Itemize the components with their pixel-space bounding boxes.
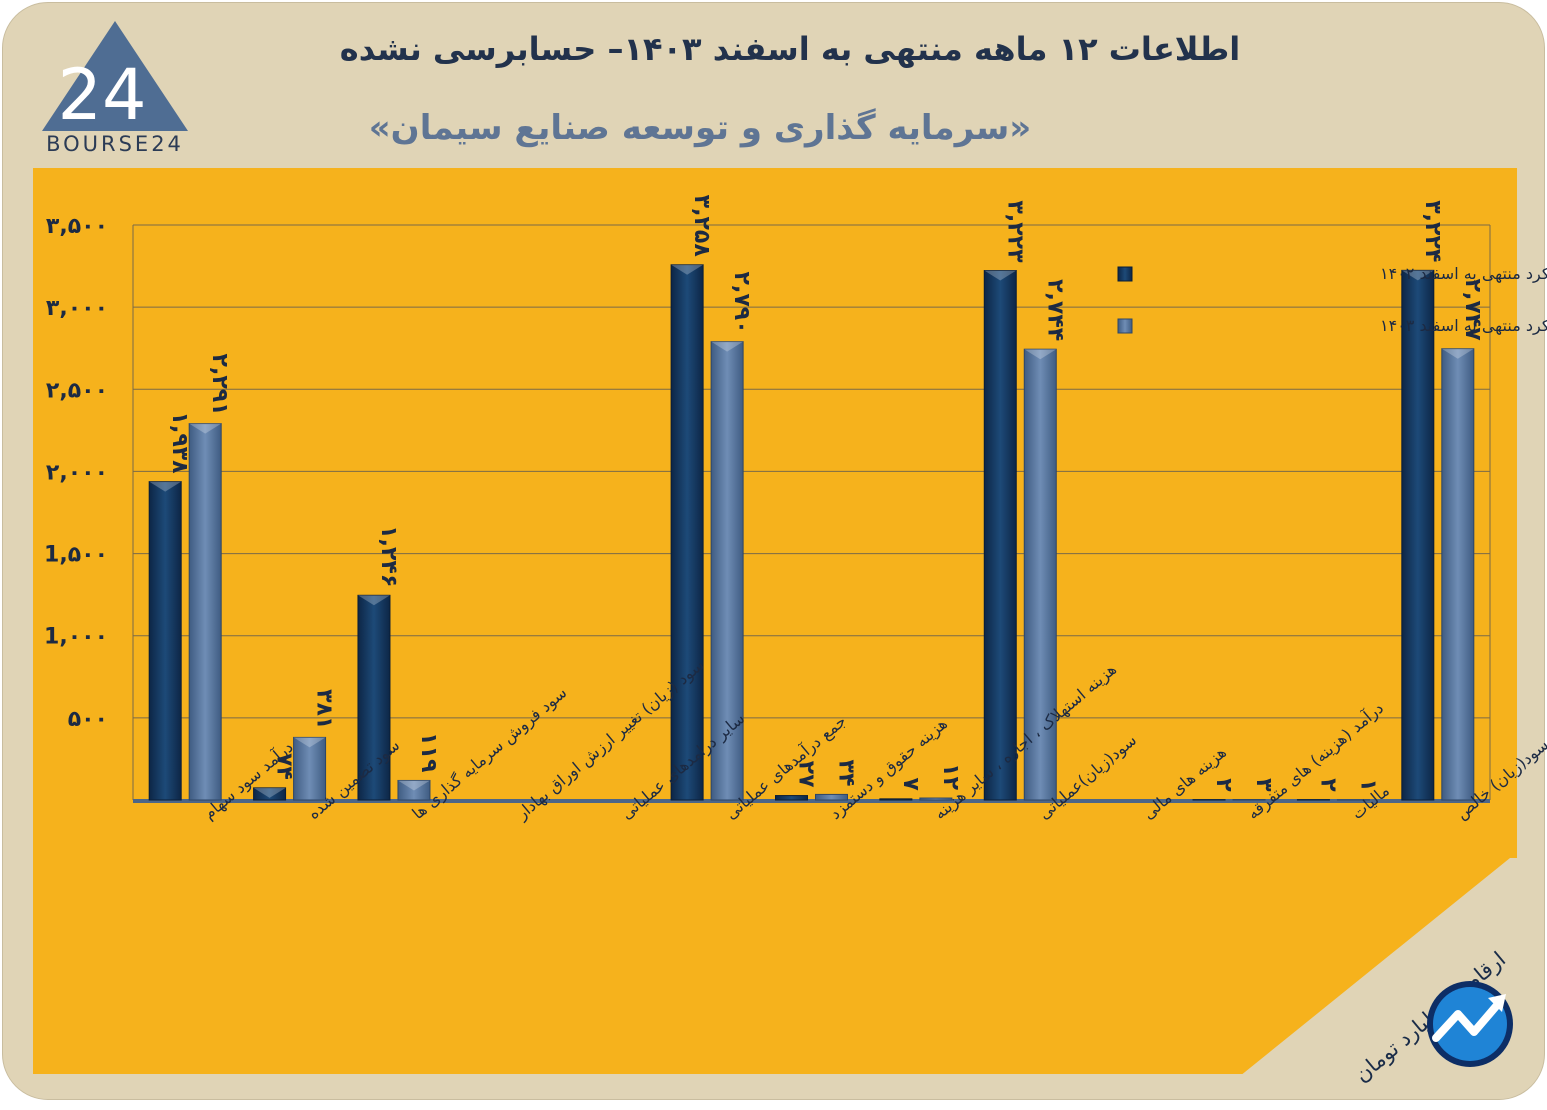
bar-1402	[149, 482, 181, 800]
data-label: ۲	[1211, 778, 1236, 792]
bar-1403	[189, 424, 221, 800]
y-tick-label: ۳,۵۰۰	[46, 214, 108, 239]
bar-1402	[984, 271, 1016, 800]
data-label: ۷۴	[272, 753, 297, 780]
data-label: ۷	[898, 777, 923, 791]
data-label: ۳,۲۲۳	[1002, 200, 1027, 263]
y-tick-label: 1,۰۰۰	[44, 625, 108, 650]
legend-swatch-1402	[1118, 267, 1132, 281]
legend-label-1403: عملکرد منتهی به اسفند ۱۴۰۳	[1380, 316, 1547, 336]
data-label: ۱۱۹	[416, 732, 441, 772]
y-tick-label: ۲,۰۰۰	[46, 460, 108, 485]
bar-1402	[880, 799, 912, 800]
bar-1402	[671, 265, 703, 800]
bar-1403	[1442, 349, 1474, 800]
data-label: ۳۴	[834, 760, 859, 787]
data-label: ۱,۲۴۶	[376, 525, 401, 587]
y-tick-label: ۵۰۰	[68, 707, 108, 732]
legend-label-1402: عملکرد منتهی به اسفند ۱۴۰۲	[1380, 264, 1547, 284]
data-label: ۳,۲۵۸	[689, 195, 714, 258]
data-label: ۲,۷۹۰	[729, 272, 754, 334]
data-label: ۱,۹۳۸	[167, 412, 192, 475]
data-label: ۲,۲۹۱	[207, 354, 232, 416]
bar-1402	[776, 796, 808, 800]
y-tick-label: ۲,۵۰۰	[46, 378, 108, 403]
y-tick-label: ۳,۰۰۰	[46, 296, 108, 321]
legend-swatch-1403	[1118, 319, 1132, 333]
data-label: ۲	[1315, 778, 1340, 792]
data-label: ۲,۷۴۴	[1042, 279, 1067, 341]
data-label: ۲۷	[794, 761, 819, 788]
y-tick-label: 1,۵۰۰	[44, 543, 108, 568]
data-label: ۳,۲۲۴	[1420, 200, 1445, 262]
bar-1402	[1402, 270, 1434, 800]
data-label: ۳۸۱	[312, 689, 337, 729]
